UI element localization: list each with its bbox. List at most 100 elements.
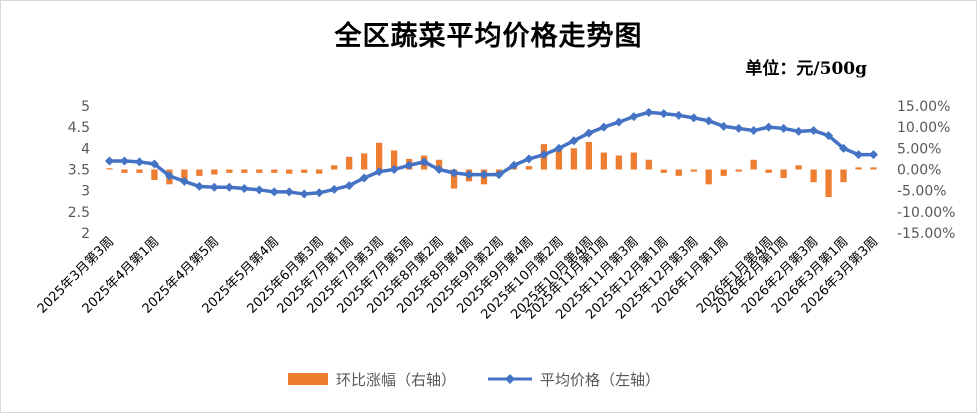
line-point [149, 159, 159, 169]
bar [720, 169, 727, 176]
line-point [704, 116, 714, 126]
left-tick-label: 2 [81, 226, 90, 242]
line-point [539, 150, 549, 160]
right-axis: -15.00% -10.00% -5.00% 0.00% 5.00% 10.00% 15.0… [897, 99, 955, 242]
line-point [629, 112, 639, 122]
bar [375, 142, 383, 170]
line-point [464, 170, 474, 180]
line-point [389, 165, 399, 174]
line-point [224, 182, 234, 192]
bar [316, 169, 323, 174]
line-point [119, 156, 129, 166]
line-point [209, 182, 219, 192]
chart-title: 全区蔬菜平均价格走势图 [334, 21, 643, 52]
bar [780, 169, 787, 178]
line-point [404, 160, 414, 170]
right-tick-label: -5.00% [897, 184, 947, 200]
bar [435, 159, 443, 170]
legend: 环比涨幅（右轴） 平均价格（左轴） [288, 371, 660, 389]
bar [840, 169, 847, 183]
bar [630, 152, 637, 170]
left-tick-label: 5 [81, 99, 90, 115]
bar [750, 159, 757, 170]
bar [615, 155, 622, 170]
line-point [164, 171, 174, 181]
bar [136, 169, 143, 173]
bar [690, 169, 697, 172]
line-point [284, 187, 294, 197]
line-point [659, 109, 669, 119]
bar [870, 167, 877, 170]
left-tick-label: 3.5 [68, 163, 90, 179]
line-point [359, 173, 369, 183]
bar [196, 169, 203, 176]
left-tick-label: 2.5 [68, 205, 90, 221]
line-point [719, 121, 729, 131]
bar [256, 169, 263, 173]
line-point [434, 165, 444, 174]
line-point [269, 187, 279, 197]
bar [855, 167, 862, 170]
line-point [779, 123, 789, 133]
bar [346, 156, 353, 170]
line-point [644, 107, 654, 117]
bar [390, 150, 398, 170]
bar [331, 165, 338, 170]
bar [660, 169, 667, 173]
bar [825, 169, 832, 198]
right-tick-label: -10.00% [897, 205, 955, 221]
line-point [854, 150, 864, 160]
bar [675, 169, 682, 176]
right-tick-label: 15.00% [897, 99, 950, 115]
line-point [479, 170, 489, 180]
line-series [104, 107, 879, 199]
line-point [584, 128, 594, 138]
bar [286, 169, 293, 174]
bar [226, 169, 233, 173]
right-tick-label: 5.00% [897, 141, 941, 157]
line-point [374, 167, 384, 177]
bar [211, 169, 218, 175]
line-point [299, 189, 309, 199]
left-tick-label: 4.5 [68, 120, 90, 136]
line-point [839, 143, 849, 153]
line-point [524, 154, 534, 164]
line-point [809, 126, 819, 136]
line-point [509, 160, 519, 170]
bar [555, 150, 563, 170]
bar [705, 169, 712, 185]
line-point [674, 110, 684, 120]
line-point [134, 157, 144, 167]
line-point [764, 122, 774, 132]
line-point [554, 143, 564, 153]
line-point [104, 156, 114, 166]
bar [121, 169, 128, 173]
line-point [179, 176, 189, 186]
line-point [194, 181, 204, 191]
right-tick-label: 10.00% [897, 120, 950, 136]
bar [271, 169, 278, 173]
unit-label: 单位：元/500g [745, 59, 867, 79]
legend-line-label: 平均价格（左轴） [540, 371, 660, 389]
bar [795, 165, 802, 170]
line-point [689, 113, 699, 123]
right-tick-label: -15.00% [897, 226, 955, 242]
line-point [254, 185, 264, 195]
bar [241, 169, 248, 173]
bar [450, 169, 458, 189]
x-tick-label: 2025年3月第3周 [35, 234, 117, 316]
bar [810, 169, 817, 183]
legend-bar-swatch [288, 373, 328, 385]
line-point [569, 136, 579, 146]
line-point [494, 170, 504, 180]
bar [645, 159, 652, 170]
line-point [329, 184, 339, 194]
bar [361, 153, 368, 170]
line-point [314, 188, 324, 198]
bar [525, 166, 533, 170]
line-point [344, 181, 354, 191]
line-point [449, 168, 459, 178]
legend-bar-label: 环比涨幅（右轴） [336, 371, 456, 389]
